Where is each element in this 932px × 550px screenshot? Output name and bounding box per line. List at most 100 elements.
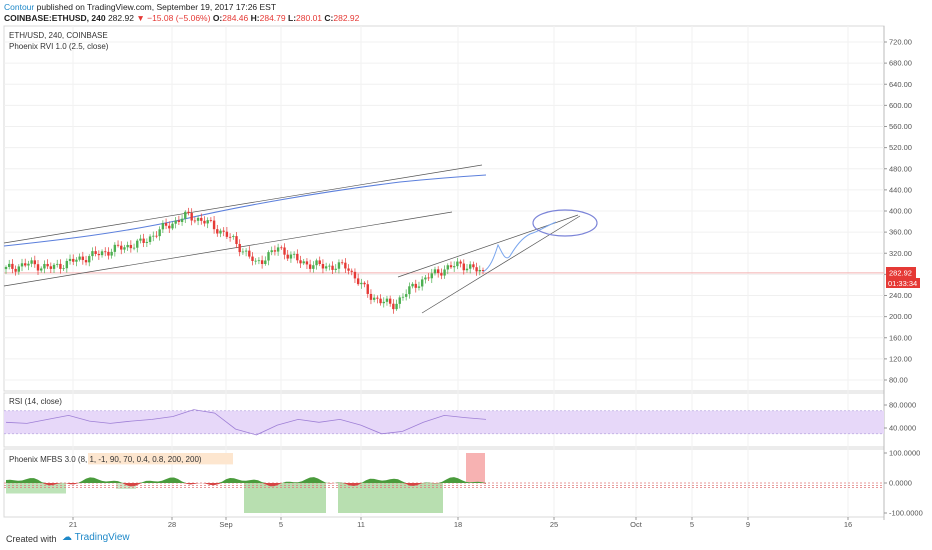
candle-body (267, 252, 270, 261)
symbol-label: COINBASE:ETHUSD, 240 (4, 13, 106, 23)
candle-body (152, 235, 155, 237)
mfbs-pane[interactable] (4, 453, 884, 513)
candle-body (264, 260, 267, 265)
mfbs-tick-label: -100.0000 (889, 509, 923, 518)
price-tick-label: 480.00 (889, 164, 912, 173)
candle-body (145, 241, 149, 243)
candle-body (360, 282, 363, 285)
candle-body (142, 238, 145, 243)
candle-body (14, 268, 17, 272)
candle-body (222, 230, 225, 232)
candle-body (398, 297, 401, 304)
close-value: 282.92 (333, 13, 360, 23)
price-tick-label: 240.00 (889, 291, 912, 300)
time-axis[interactable]: 21 28 Sep 5 11 18 25 Oct 5 9 16 (69, 517, 852, 529)
candle-body (356, 278, 360, 285)
candle-body (36, 264, 40, 271)
candle-body (171, 223, 174, 229)
rsi-tick-label: 80.0000 (889, 401, 916, 410)
price-tick-label: 200.00 (889, 312, 912, 321)
candle-body (433, 269, 437, 274)
candle-body (449, 265, 453, 268)
price-tick-label: 600.00 (889, 101, 912, 110)
time-tick-label: Sep (219, 520, 232, 529)
price-tick-label: 720.00 (889, 38, 912, 47)
price-tick-label: 400.00 (889, 207, 912, 216)
candle-body (17, 266, 21, 272)
rvi-line (3, 174, 487, 247)
candle-body (232, 236, 235, 238)
candle-body (443, 269, 446, 276)
candle-body (136, 240, 139, 248)
candle-body (289, 254, 293, 259)
drawings (482, 209, 598, 273)
candle-body (337, 262, 341, 269)
candle-body (459, 261, 462, 264)
candle-body (187, 211, 190, 213)
rsi-pane[interactable] (4, 409, 884, 436)
footer: Created with ☁ TradingView (0, 530, 932, 550)
chart-area[interactable]: 720.00 680.00 640.00 600.00 560.00 520.00 480.… (0, 24, 932, 530)
grid (3, 25, 885, 520)
wedge-lower-line (421, 215, 581, 314)
candle-body (417, 286, 421, 288)
author-link[interactable]: Contour (4, 2, 35, 12)
tradingview-logo[interactable]: ☁ TradingView (62, 532, 130, 543)
down-arrow-icon: ▼ (136, 13, 145, 23)
candle-body (260, 260, 264, 265)
mfbs-pane-title: Phoenix MFBS 3.0 (8, 1, -1, 90, 70, 0.4,… (9, 455, 202, 464)
candle-body (440, 273, 443, 276)
time-tick-label: 25 (550, 520, 558, 529)
candle-body (427, 277, 430, 279)
candle-body (104, 251, 107, 253)
main-pane[interactable] (3, 164, 598, 314)
candle-body (257, 260, 261, 262)
candle-body (369, 293, 373, 300)
candle-body (424, 277, 427, 280)
candle-body (452, 266, 456, 268)
candle-body (68, 258, 72, 261)
candle-body (353, 271, 357, 279)
published-text: published on TradingView.com, September … (36, 2, 277, 12)
price-tick-label: 560.00 (889, 122, 912, 131)
candle-body (292, 253, 296, 255)
mfbs-negative-area (6, 483, 486, 487)
candle-body (472, 264, 475, 268)
candle-body (363, 282, 366, 285)
price-tick-label: 80.00 (889, 376, 908, 385)
mfbs-green-block (116, 483, 136, 489)
candle-body (161, 223, 165, 230)
candle-body (324, 266, 328, 269)
main-pane-indicator: Phoenix RVI 1.0 (2.5, close) (9, 42, 109, 51)
price-axis[interactable]: 720.00 680.00 640.00 600.00 560.00 520.00 480.… (884, 38, 923, 518)
candle-body (190, 212, 193, 221)
candle-body (305, 261, 309, 265)
candle-body (395, 303, 398, 310)
main-pane-title: ETH/USD, 240, COINBASE (9, 31, 108, 40)
publish-line: Contour published on TradingView.com, Se… (4, 2, 276, 12)
countdown-label: 01:33:34 (888, 279, 917, 288)
low-label: L: (288, 13, 297, 23)
close-label: C: (324, 13, 334, 23)
mfbs-green-block (6, 483, 66, 494)
candle-body (203, 220, 206, 224)
mfbs-positive-area (6, 477, 486, 483)
time-tick-label: 5 (690, 520, 694, 529)
countdown-label-bg (886, 278, 920, 288)
candle-body (196, 217, 200, 221)
candle-body (436, 269, 440, 274)
candle-body (216, 229, 219, 234)
candle-body (107, 251, 110, 256)
candle-body (283, 247, 286, 255)
mfbs-red-zone (466, 453, 485, 483)
candle-body (97, 253, 101, 256)
price-tick-label: 520.00 (889, 143, 912, 152)
candle-body (270, 250, 273, 253)
open-value: 284.46 (222, 13, 249, 23)
candle-body (100, 251, 104, 256)
candle-body (296, 253, 299, 261)
candle-body (366, 284, 369, 294)
high-value: 284.79 (259, 13, 286, 23)
candle-body (49, 266, 53, 269)
candle-body (148, 236, 152, 242)
